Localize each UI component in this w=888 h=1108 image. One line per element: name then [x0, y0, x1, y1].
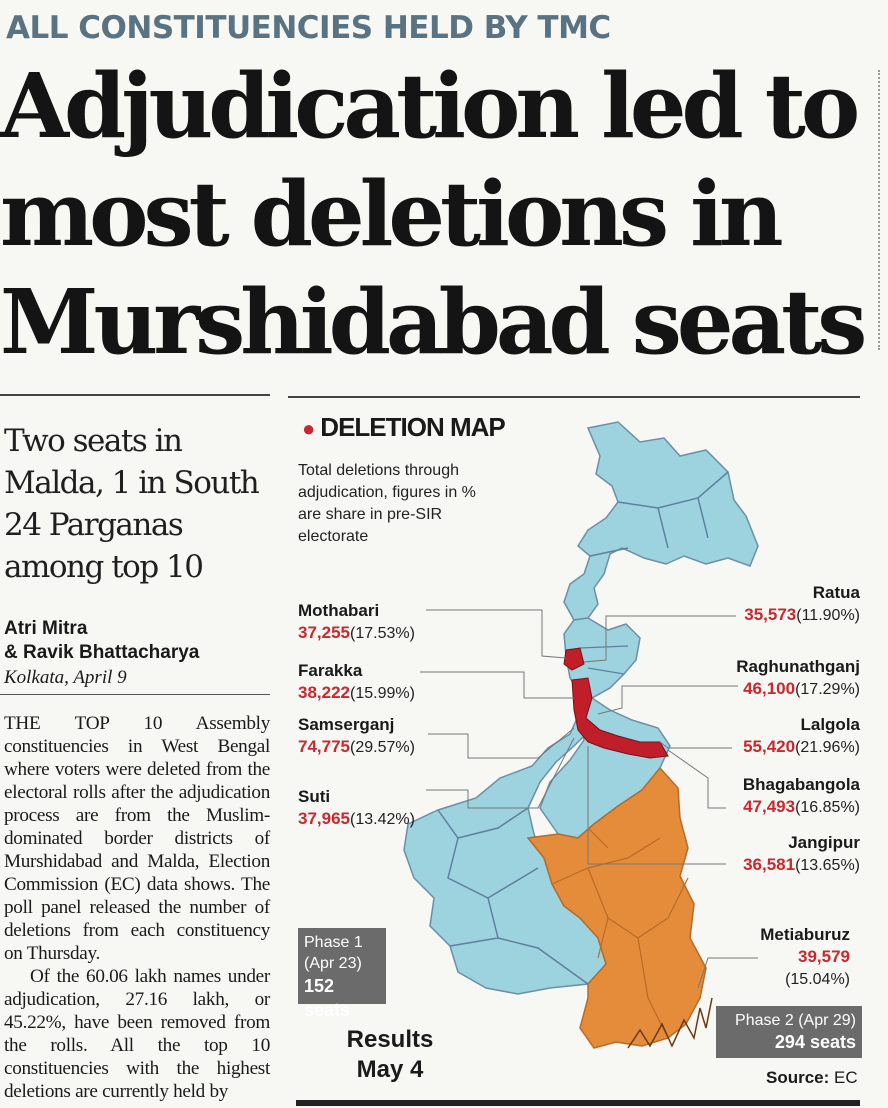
- label-pct: (13.42%): [350, 811, 415, 828]
- label-metiaburuz: Metiaburuz 39,579 (15.04%): [690, 924, 850, 991]
- label-name: Jangipur: [788, 833, 860, 852]
- label-ratua: Ratua 35,573(11.90%): [690, 582, 860, 627]
- label-suti: Suti 37,965(13.42%): [298, 786, 415, 831]
- label-lalgola: Lalgola 55,420(21.96%): [690, 714, 860, 759]
- map-note: Total deletions through adjudication, fi…: [298, 462, 476, 545]
- label-value: 39,579: [798, 947, 850, 966]
- headline-line-3: Murshidabad seats: [0, 269, 867, 374]
- subhead: Two seats in Malda, 1 in South 24 Pargan…: [4, 423, 260, 585]
- map-district-lines-malda: [579, 645, 629, 675]
- source-value: EC: [834, 1068, 858, 1087]
- label-samserganj: Samserganj 74,775(29.57%): [298, 714, 415, 759]
- label-value: 55,420: [743, 737, 796, 756]
- label-value: 74,775: [298, 737, 350, 756]
- label-jangipur: Jangipur 36,581(13.65%): [690, 832, 860, 877]
- map-region-phase2: [526, 766, 707, 1049]
- map-leader-lines: [420, 609, 758, 989]
- body-paragraph-2: Of the 60.06 lakh names under adjudicati…: [4, 966, 270, 1102]
- label-pct: (17.29%): [795, 681, 860, 698]
- results-line-1: Results: [346, 1026, 434, 1053]
- west-bengal-map: [403, 421, 759, 1049]
- body-paragraph-1: THE TOP 10 Assembly constituencies in We…: [4, 713, 270, 964]
- label-pct: (16.85%): [795, 799, 860, 816]
- map-district-lines-north: [589, 471, 729, 557]
- label-name: Raghunathganj: [736, 657, 860, 676]
- label-raghunathganj: Raghunathganj 46,100(17.29%): [690, 656, 860, 701]
- label-value: 36,581: [743, 855, 796, 874]
- label-name: Samserganj: [298, 715, 395, 734]
- map-title: ● DELETION MAP: [302, 412, 506, 443]
- map-sundarbans: [627, 997, 713, 1049]
- map-top-rule: [288, 396, 860, 398]
- headline-line-1: Adjudication led to: [0, 53, 860, 158]
- phase-1-seats: 152 seats: [304, 976, 351, 1020]
- left-column-rule: [0, 394, 270, 396]
- label-pct: (11.90%): [796, 607, 860, 624]
- label-value: 37,965: [298, 809, 350, 828]
- phase-2-seats: 294 seats: [774, 1032, 856, 1052]
- bullet-dot-icon: ●: [302, 416, 315, 441]
- phase-1-box: Phase 1 (Apr 23) 152 seats: [298, 928, 386, 1020]
- label-pct: (29.57%): [350, 739, 415, 756]
- headline-line-2: most deletions in: [0, 161, 784, 266]
- kicker: ALL CONSTITUENCIES HELD BY TMC: [6, 10, 611, 46]
- label-name: Farakka: [298, 661, 363, 680]
- label-name: Bhagabangola: [742, 775, 860, 794]
- phase-1-label: Phase 1: [304, 934, 363, 951]
- dateline: Kolkata, April 9: [4, 667, 127, 688]
- byline-rule: [0, 694, 270, 695]
- label-pct: (17.53%): [350, 625, 415, 642]
- results-line-2: May 4: [356, 1056, 424, 1083]
- label-bhagabangola: Bhagabangola 47,493(16.85%): [690, 774, 860, 819]
- label-value: 47,493: [743, 797, 796, 816]
- byline: Atri Mitra & Ravik Bhattacharya: [4, 617, 199, 665]
- map-highlight-constituencies: [563, 647, 669, 759]
- label-pct: (15.04%): [785, 971, 850, 988]
- bottom-rule: [296, 1100, 860, 1106]
- author-1: Atri Mitra: [4, 618, 88, 639]
- label-name: Suti: [298, 787, 331, 806]
- label-name: Mothabari: [298, 601, 380, 620]
- source-credit: Source: EC: [766, 1068, 858, 1088]
- phase-2-label: Phase 2 (Apr 29): [735, 1012, 856, 1029]
- label-name: Metiaburuz: [760, 925, 850, 944]
- phase-1-date: (Apr 23): [304, 955, 362, 972]
- label-pct: (21.96%): [795, 739, 860, 756]
- phase-2-box: Phase 2 (Apr 29) 294 seats: [716, 1006, 862, 1058]
- label-name: Lalgola: [800, 715, 860, 734]
- source-label: Source:: [766, 1068, 830, 1087]
- label-value: 35,573: [744, 605, 797, 624]
- article-body: THE TOP 10 Assembly constituencies in We…: [4, 712, 270, 1103]
- column-divider: [878, 70, 881, 350]
- label-value: 37,255: [298, 623, 350, 642]
- map-district-lines-phase2: [551, 827, 689, 1039]
- label-name: Ratua: [812, 583, 860, 602]
- map-title-text: DELETION MAP: [320, 412, 505, 442]
- map-district-lines-southwest: [437, 807, 589, 985]
- label-pct: (13.65%): [795, 857, 860, 874]
- label-pct: (15.99%): [350, 685, 415, 702]
- label-mothabari: Mothabari 37,255(17.53%): [298, 600, 415, 645]
- label-farakka: Farakka 38,222(15.99%): [298, 660, 415, 705]
- label-value: 38,222: [298, 683, 350, 702]
- author-2: & Ravik Bhattacharya: [4, 642, 200, 663]
- label-value: 46,100: [743, 679, 796, 698]
- headline: Adjudication led to most deletions in Mu…: [0, 52, 888, 376]
- results-note: Results May 4: [330, 1025, 450, 1085]
